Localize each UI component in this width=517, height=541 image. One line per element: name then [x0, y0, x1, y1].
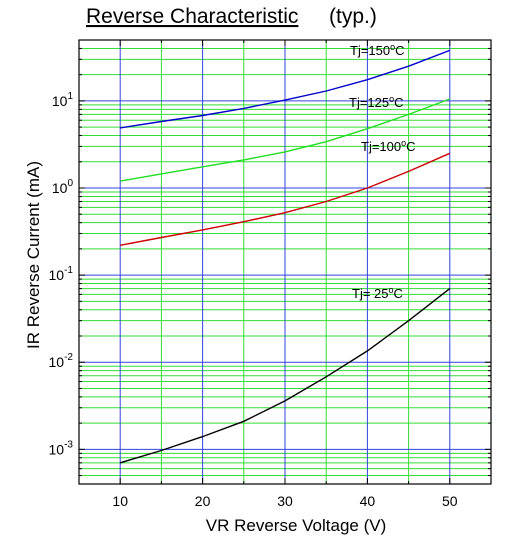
series-layer	[119, 49, 451, 464]
series-label: Tj=150oC	[350, 42, 405, 58]
series-label: Tj=125oC	[349, 94, 404, 110]
y-tick-label: 100	[52, 178, 74, 196]
chart-subtitle: (typ.)	[329, 5, 377, 28]
series-line	[120, 152, 451, 246]
series-label: Tj=100oC	[361, 138, 416, 154]
tick-marks	[79, 40, 491, 484]
y-axis-label: IR Reverse Current (mA)	[24, 161, 43, 349]
y-tick-label: 10-3	[49, 439, 74, 457]
series-line	[120, 98, 451, 182]
major-grid	[79, 40, 491, 484]
series-line	[120, 49, 451, 129]
x-tick-label: 10	[112, 493, 128, 509]
y-tick-label: 10-1	[49, 265, 74, 283]
x-tick-label: 30	[277, 493, 293, 509]
series-label: Tj= 25oC	[352, 285, 403, 301]
x-tick-label: 50	[442, 493, 458, 509]
tick-labels: 10 20 30 40 50 10-3 10-2 10-1 100 101 Tj=150oC Tj=1…	[49, 42, 458, 509]
y-tick-label: 10-2	[49, 352, 74, 370]
chart-title: Reverse Characteristic	[86, 5, 298, 28]
x-tick-label: 20	[195, 493, 211, 509]
x-tick-label: 40	[360, 493, 376, 509]
series-line	[119, 288, 451, 464]
x-axis-label: VR Reverse Voltage (V)	[206, 516, 386, 535]
y-tick-label: 101	[52, 91, 74, 109]
